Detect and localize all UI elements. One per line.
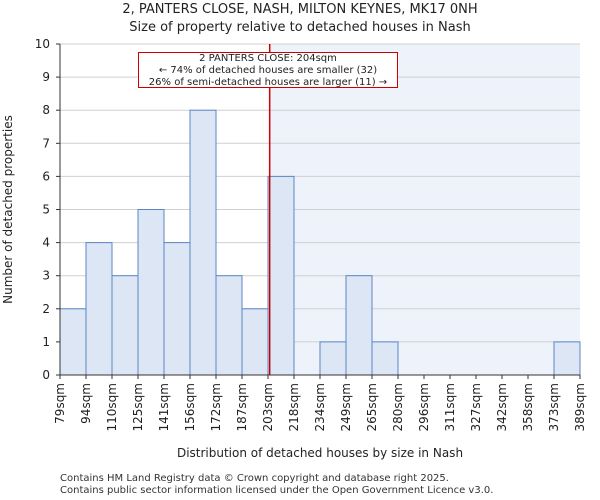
- x-tick-label: 265sqm: [365, 383, 379, 431]
- footer-line-2: Contains public sector information licen…: [60, 485, 494, 496]
- x-tick-label: 342sqm: [495, 383, 509, 431]
- x-tick-label: 234sqm: [313, 383, 327, 431]
- footer-line-1: Contains HM Land Registry data © Crown c…: [60, 473, 449, 484]
- histogram-bar: [85, 242, 113, 376]
- y-axis-label: Number of detached properties: [1, 115, 15, 304]
- y-tick-label: 10: [35, 37, 50, 51]
- histogram-bar: [59, 308, 87, 376]
- y-tick-label: 1: [42, 335, 50, 349]
- x-tick-label: 296sqm: [417, 383, 431, 431]
- x-tick-label: 94sqm: [79, 383, 93, 424]
- x-tick-label: 373sqm: [547, 383, 561, 431]
- x-tick-label: 79sqm: [53, 383, 67, 424]
- x-tick-label: 156sqm: [183, 383, 197, 431]
- annotation-line-1: 2 PANTERS CLOSE: 204sqm: [199, 53, 337, 64]
- x-tick-label: 141sqm: [157, 383, 171, 431]
- x-tick-label: 389sqm: [573, 383, 587, 431]
- y-tick-label: 8: [42, 103, 50, 117]
- histogram-bar: [553, 341, 581, 376]
- histogram-bar: [215, 275, 243, 376]
- y-tick-label: 9: [42, 70, 50, 84]
- x-tick-label: 172sqm: [209, 383, 223, 431]
- y-tick-label: 7: [42, 136, 50, 150]
- x-tick-label: 110sqm: [105, 383, 119, 431]
- y-tick-label: 4: [42, 236, 50, 250]
- x-tick-label: 218sqm: [287, 383, 301, 431]
- annotation-line-3: 26% of semi-detached houses are larger (…: [148, 77, 388, 88]
- histogram-bar: [267, 175, 295, 376]
- x-tick-label: 280sqm: [391, 383, 405, 431]
- y-tick-label: 5: [42, 203, 50, 217]
- histogram-bar: [371, 341, 399, 376]
- x-axis-label: Distribution of detached houses by size …: [177, 446, 463, 460]
- histogram-bar: [111, 275, 139, 376]
- x-tick-label: 327sqm: [469, 383, 483, 431]
- x-tick-label: 125sqm: [131, 383, 145, 431]
- y-tick-label: 0: [42, 368, 50, 382]
- y-tick-label: 3: [42, 269, 50, 283]
- x-tick-label: 249sqm: [339, 383, 353, 431]
- histogram-bar: [137, 209, 165, 376]
- histogram-bar: [319, 341, 347, 376]
- chart-subtitle: Size of property relative to detached ho…: [129, 20, 471, 35]
- property-annotation-box: 2 PANTERS CLOSE: 204sqm ← 74% of detache…: [138, 52, 398, 88]
- x-tick-label: 311sqm: [443, 383, 457, 431]
- y-tick-label: 6: [42, 169, 50, 183]
- histogram-bar: [241, 308, 269, 376]
- histogram-bar: [345, 275, 373, 376]
- histogram-bar: [163, 242, 191, 376]
- x-tick-label: 203sqm: [261, 383, 275, 431]
- x-tick-label: 358sqm: [521, 383, 535, 431]
- y-tick-label: 2: [42, 302, 50, 316]
- x-tick-label: 187sqm: [235, 383, 249, 431]
- annotation-line-2: ← 74% of detached houses are smaller (32…: [158, 65, 378, 76]
- chart-title: 2, PANTERS CLOSE, NASH, MILTON KEYNES, M…: [122, 2, 478, 17]
- histogram-bar: [189, 109, 217, 376]
